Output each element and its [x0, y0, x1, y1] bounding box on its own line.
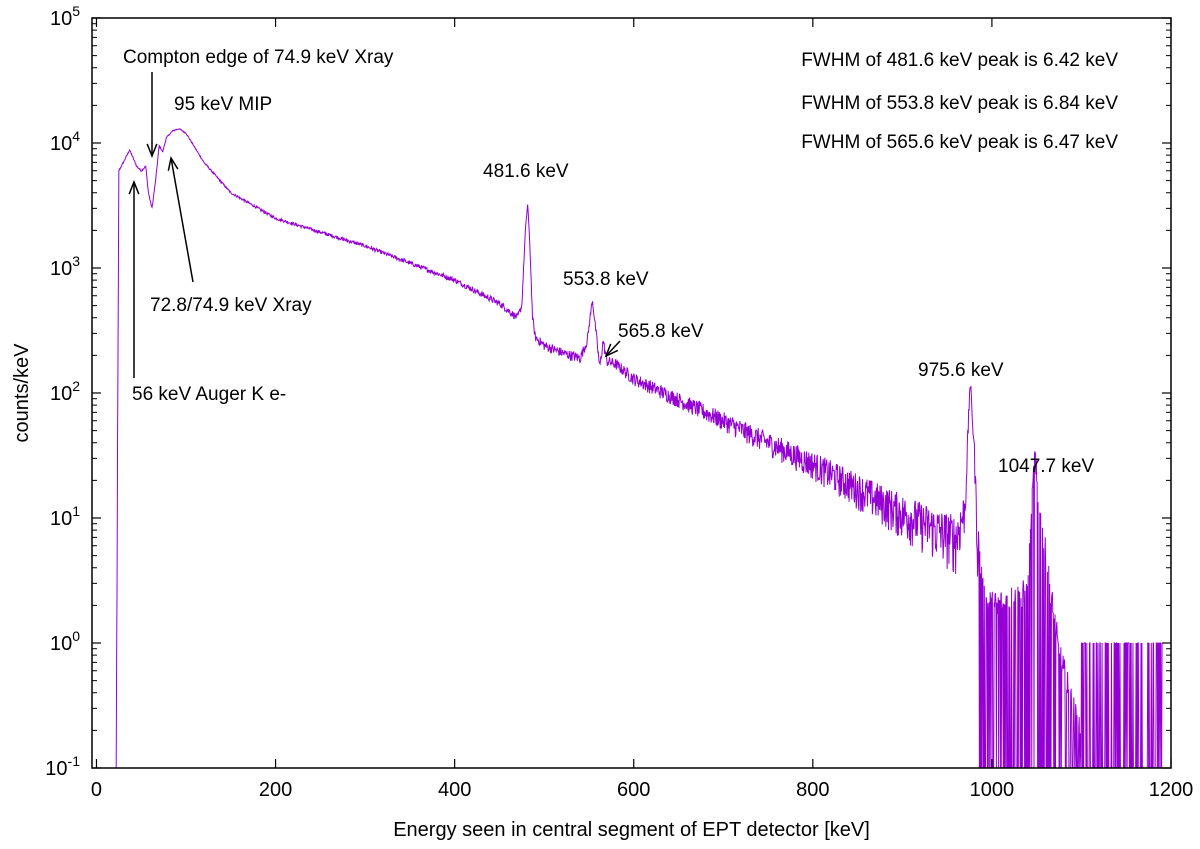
annotation-peak-481: 481.6 keV: [483, 161, 569, 182]
x-tick-label: 600: [617, 779, 650, 801]
arrow-auger-electron-head: [128, 179, 140, 195]
arrow-xray-lines: [170, 157, 194, 283]
annotation-peak-565: 565.8 keV: [618, 321, 704, 342]
arrow-xray-lines-head: [167, 156, 179, 171]
y-tick-label: 103: [50, 253, 80, 280]
annotation-peak-1047: 1047.7 keV: [998, 456, 1094, 477]
annotation-compton-edge: Compton edge of 74.9 keV Xray: [123, 47, 394, 68]
x-tick-label: 200: [259, 779, 292, 801]
spectrum-series: [114, 128, 1163, 769]
spectrum-line: [114, 128, 1163, 769]
annotation-arrows: [128, 72, 621, 378]
x-tick-label: 1000: [970, 779, 1015, 801]
y-tick-label: 100: [50, 628, 80, 655]
fwhm-note-553: FWHM of 553.8 keV peak is 6.84 keV: [801, 93, 1118, 114]
annotation-xray-lines: 72.8/74.9 keV Xray: [150, 295, 312, 316]
arrow-compton-edge-head: [146, 143, 158, 159]
x-axis-label: Energy seen in central segment of EPT de…: [393, 819, 870, 841]
y-tick-label: 102: [50, 378, 80, 405]
x-tick-label: 1200: [1149, 779, 1194, 801]
annotation-peak-553: 553.8 keV: [563, 269, 649, 290]
x-tick-label: 800: [796, 779, 829, 801]
y-tick-label: 10-1: [45, 753, 80, 780]
x-tick-label: 400: [438, 779, 471, 801]
x-tick-label: 0: [91, 779, 102, 801]
annotation-95kev-mip: 95 keV MIP: [174, 94, 272, 115]
annotation-auger-electron: 56 keV Auger K e-: [132, 384, 286, 405]
y-tick-label: 104: [50, 128, 80, 155]
y-axis-tick-labels: 10-1 100 101 102 103 104 105: [45, 3, 80, 780]
arrow-peak-565-head: [604, 343, 619, 358]
fwhm-note-565: FWHM of 565.6 keV peak is 6.47 keV: [801, 132, 1118, 153]
x-axis-tick-labels: 0 200 400 600 800 1000 1200: [91, 779, 1193, 801]
y-axis-label: counts/keV: [11, 343, 33, 443]
annotation-peak-975: 975.6 keV: [918, 360, 1004, 381]
y-tick-label: 105: [50, 3, 80, 30]
fwhm-note-481: FWHM of 481.6 keV peak is 6.42 keV: [801, 50, 1118, 71]
axis-ticks: [92, 17, 1172, 769]
arrow-peak-565: [605, 340, 621, 357]
y-tick-label: 101: [50, 503, 80, 530]
